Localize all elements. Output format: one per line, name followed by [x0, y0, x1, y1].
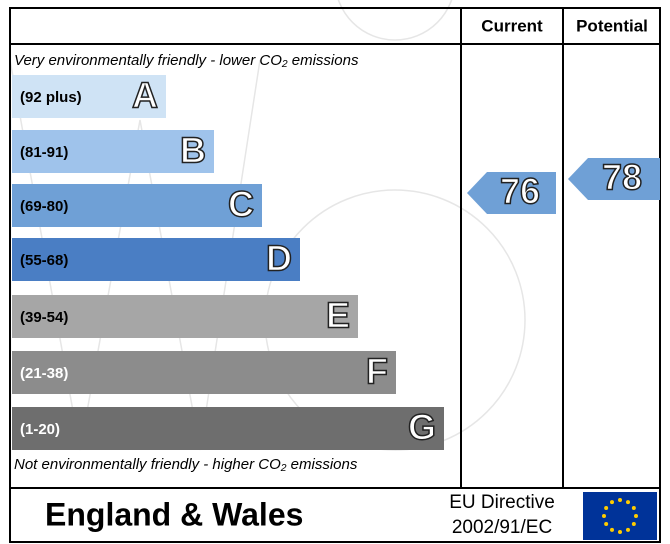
current-arrow [467, 172, 556, 214]
band [12, 238, 300, 281]
star [604, 522, 609, 526]
band-range: (21-38) [20, 365, 68, 382]
current-value: 76 [500, 171, 540, 212]
potential-arrow [568, 158, 660, 200]
header-current: Current [481, 16, 543, 35]
band-range: (69-80) [20, 198, 68, 215]
band-range: (81-91) [20, 144, 68, 161]
star [631, 522, 636, 526]
band [12, 184, 262, 227]
potential-value: 78 [602, 157, 642, 198]
band-letter: E [326, 295, 350, 336]
star [634, 514, 638, 518]
footer-directive: 2002/91/EC [452, 517, 552, 538]
star [631, 506, 636, 510]
band [12, 407, 444, 450]
band-letter: G [408, 407, 436, 448]
band-range: (55-68) [20, 252, 68, 269]
frame [9, 7, 661, 543]
star [610, 500, 614, 505]
band-range: (39-54) [20, 309, 68, 326]
top-note: Very environmentally friendly - lower CO… [14, 52, 359, 69]
footer-region: England & Wales [45, 496, 303, 532]
band-letter: A [132, 75, 158, 116]
band-range: (1-20) [20, 421, 60, 438]
eu-stars [602, 498, 638, 534]
band [12, 75, 166, 118]
star [626, 527, 630, 532]
star [604, 506, 609, 510]
band [12, 295, 358, 338]
star [618, 498, 622, 502]
bottom-note: Not environmentally friendly - higher CO… [14, 456, 358, 473]
star [610, 527, 614, 532]
band-letter: F [366, 351, 388, 392]
star [602, 514, 606, 518]
band [12, 130, 214, 173]
band [12, 351, 396, 394]
band-range: (92 plus) [20, 89, 82, 106]
band-letter: B [180, 130, 206, 171]
band-letter: D [266, 238, 292, 279]
band-letter: C [228, 184, 254, 225]
footer-directive: EU Directive [449, 492, 555, 513]
star [618, 530, 622, 534]
star [626, 500, 630, 505]
header-potential: Potential [576, 16, 648, 35]
